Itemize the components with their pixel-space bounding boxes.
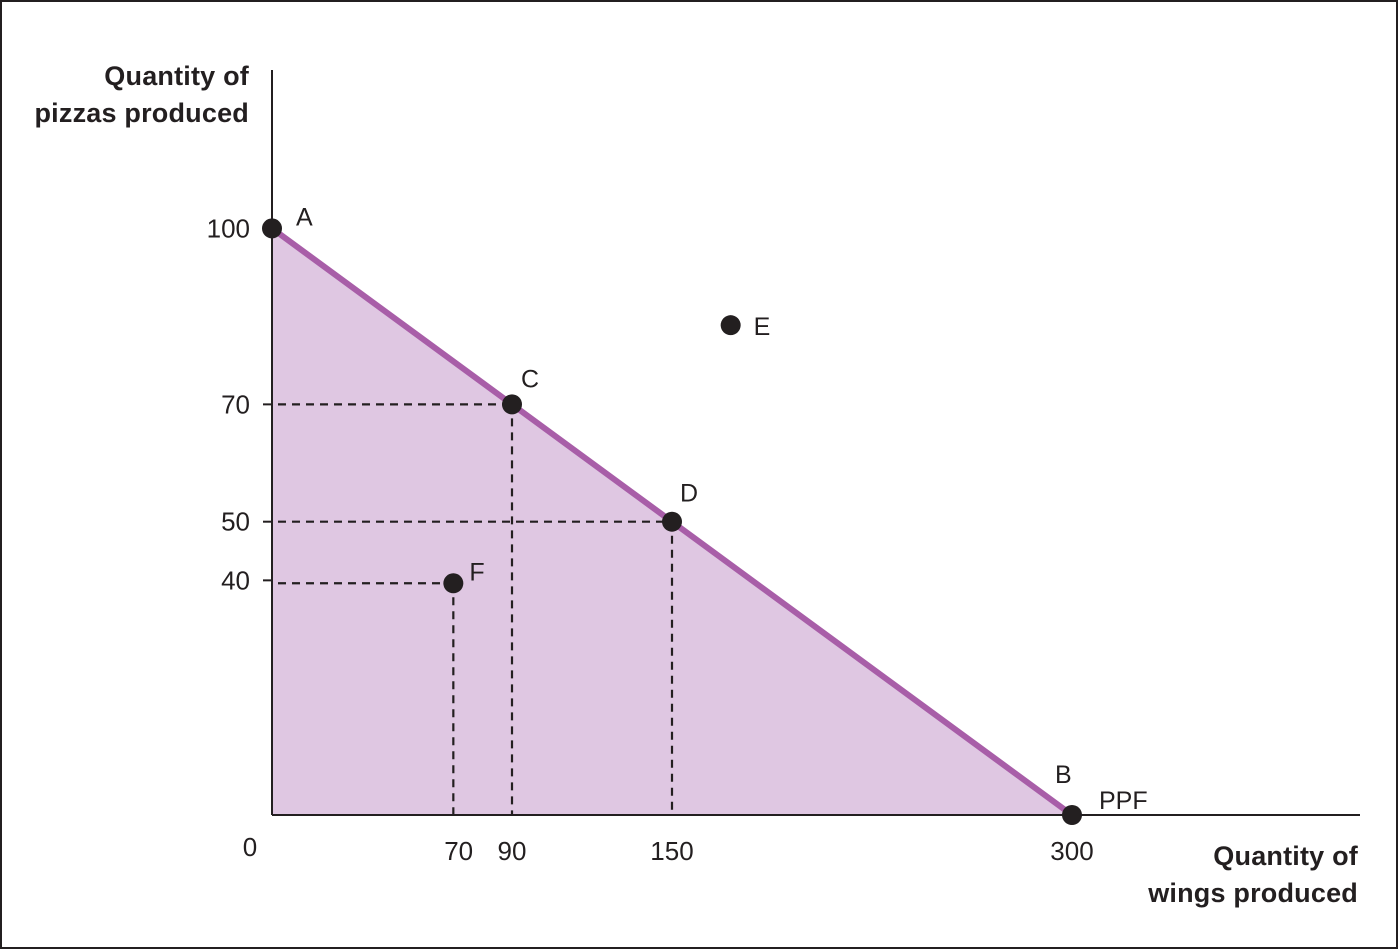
y-tick-label-40: 40 — [221, 565, 250, 595]
point-a — [262, 218, 282, 239]
x-axis-title-line-2: wings produced — [1148, 878, 1358, 908]
point-label-d: D — [680, 480, 698, 508]
origin-label: 0 — [243, 832, 257, 862]
point-c — [502, 394, 522, 415]
x-axis-title-line-1: Quantity of — [1213, 841, 1358, 871]
point-label-e: E — [754, 313, 771, 341]
x-tick-label-90: 90 — [498, 836, 527, 866]
series-label-ppf: PPF — [1099, 787, 1148, 815]
y-tick-label-50: 50 — [221, 507, 250, 537]
y-tick-label-70: 70 — [221, 389, 250, 419]
point-e — [720, 315, 741, 336]
x-axis-title: Quantity of wings produced — [1148, 838, 1358, 912]
y-axis-title: Quantity of pizzas produced — [34, 58, 249, 132]
y-axis-title-line-1: Quantity of — [104, 61, 249, 91]
point-f — [443, 573, 464, 594]
point-d — [662, 511, 682, 532]
point-label-c: C — [521, 365, 539, 393]
y-axis-title-line-2: pizzas produced — [34, 98, 249, 128]
x-tick-label-150: 150 — [650, 836, 693, 866]
point-label-b: B — [1055, 761, 1072, 789]
y-tick-label-100: 100 — [207, 213, 250, 243]
point-b — [1062, 805, 1082, 825]
x-tick-label-70: 70 — [444, 836, 473, 866]
point-label-f: F — [469, 558, 484, 586]
point-label-a: A — [296, 203, 313, 231]
x-tick-label-300: 300 — [1050, 836, 1093, 866]
